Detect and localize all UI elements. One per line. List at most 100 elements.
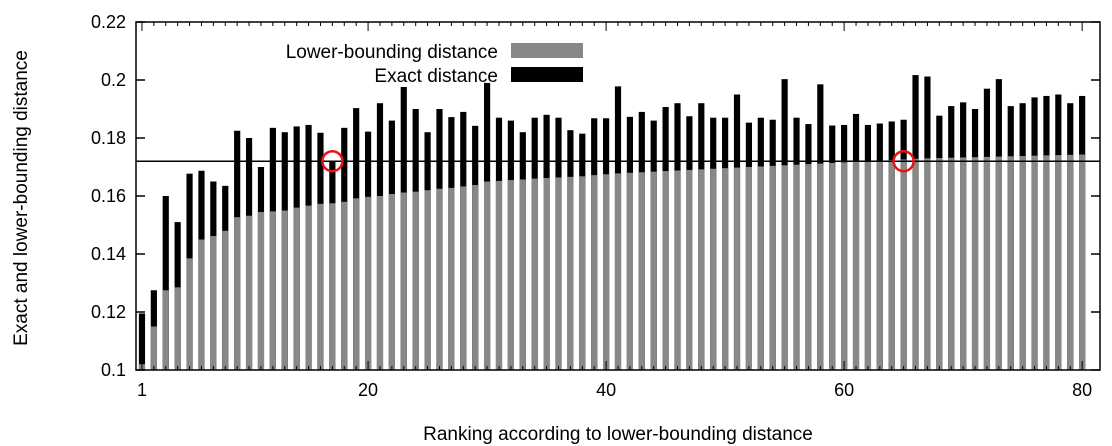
- bar-lower-bounding: [305, 205, 312, 370]
- bar-lower-bounding: [1007, 156, 1014, 370]
- bar-lower-bounding: [579, 176, 586, 370]
- bar-lower-bounding: [662, 171, 669, 370]
- bar-lower-bounding: [912, 158, 919, 370]
- bar-lower-bounding: [448, 187, 455, 370]
- bar-lower-bounding: [376, 196, 384, 370]
- bar-lower-bounding: [817, 163, 824, 370]
- bar-lower-bounding: [614, 173, 622, 370]
- bar-lower-bounding: [567, 176, 574, 370]
- bar-lower-bounding: [364, 196, 372, 370]
- bar-lower-bounding: [864, 161, 872, 370]
- bar-lower-bounding: [1067, 154, 1074, 370]
- bar-lower-bounding: [793, 164, 800, 370]
- bar-lower-bounding: [245, 215, 253, 370]
- bar-lower-bounding: [876, 160, 883, 370]
- bar-lower-bounding: [745, 167, 753, 370]
- x-tick-label: 80: [1072, 380, 1092, 400]
- bar-lower-bounding: [698, 169, 705, 370]
- marker-circle: [892, 149, 915, 173]
- y-tick-label: 0.22: [91, 12, 126, 32]
- bar-lower-bounding: [722, 168, 729, 370]
- bar-lower-bounding: [460, 186, 467, 370]
- bar-lower-bounding: [412, 191, 419, 370]
- bar-lower-bounding: [222, 230, 229, 370]
- legend: Lower-bounding distance Exact distance: [286, 42, 583, 87]
- bar-lower-bounding: [531, 178, 538, 370]
- bar-lower-bounding: [436, 188, 443, 370]
- bar-lower-bounding: [495, 180, 503, 370]
- marker-circle: [321, 149, 344, 173]
- bar-lower-bounding: [424, 190, 431, 370]
- bar-lower-bounding: [281, 210, 288, 370]
- bar-lower-bounding: [269, 211, 276, 370]
- bar-lower-bounding: [555, 177, 562, 370]
- bar-lower-bounding: [150, 326, 157, 370]
- bar-lower-bounding: [852, 161, 860, 370]
- bar-lower-bounding: [1079, 154, 1086, 370]
- bar-lower-bounding: [733, 167, 741, 370]
- bar-lower-bounding: [626, 172, 633, 370]
- ticks-layer: 0.1 0.12 0.14 0.16 0.18 0.2 0.22 1 20 40 60 80: [91, 12, 1100, 400]
- bar-lower-bounding: [710, 168, 717, 370]
- bars-layer: [138, 75, 1086, 371]
- y-tick-label: 0.12: [91, 302, 126, 322]
- bar-lower-bounding: [507, 180, 514, 370]
- bar-lower-bounding: [317, 203, 324, 370]
- bar-lower-bounding: [971, 157, 979, 370]
- bar-lower-bounding: [948, 157, 955, 370]
- x-tick-label: 40: [596, 380, 616, 400]
- y-tick-label: 0.16: [91, 186, 126, 206]
- x-axis-label: Ranking according to lower-bounding dist…: [423, 424, 813, 445]
- bar-lower-bounding: [186, 258, 193, 370]
- bar-lower-bounding: [400, 192, 407, 370]
- bar-lower-bounding: [924, 158, 931, 370]
- bar-lower-bounding: [162, 290, 169, 370]
- bar-lower-bounding: [805, 164, 812, 370]
- bar-lower-bounding: [472, 184, 479, 370]
- bar-lower-bounding: [829, 162, 836, 370]
- bar-lower-bounding: [353, 198, 360, 370]
- bar-lower-bounding: [650, 171, 657, 370]
- bar-lower-bounding: [1031, 155, 1038, 370]
- overlay-layer: [136, 149, 1100, 173]
- bar-exact: [138, 313, 146, 370]
- bar-lower-bounding: [483, 181, 491, 370]
- x-tick-label: 60: [834, 380, 854, 400]
- bar-lower-bounding: [257, 211, 265, 370]
- bar-lower-bounding: [293, 207, 300, 370]
- bar-lower-bounding: [210, 236, 217, 370]
- bar-lower-bounding: [888, 160, 895, 370]
- x-tick-label: 1: [137, 380, 147, 400]
- bar-lower-bounding: [1055, 155, 1062, 370]
- bar-lower-bounding: [960, 157, 967, 370]
- y-tick-label: 0.2: [101, 70, 126, 90]
- bar-lower-bounding: [198, 239, 205, 370]
- y-tick-label: 0.1: [101, 360, 126, 380]
- bar-lower-bounding: [174, 287, 181, 370]
- bar-lower-bounding: [983, 156, 991, 370]
- bar-lower-bounding: [1043, 155, 1050, 370]
- bar-lower-bounding: [674, 170, 681, 370]
- legend-label-exact: Exact distance: [374, 66, 498, 87]
- bar-lower-bounding: [234, 217, 241, 370]
- bar-lower-bounding: [341, 201, 348, 370]
- bar-lower-bounding: [769, 165, 776, 370]
- bar-lower-bounding: [936, 158, 943, 370]
- bar-lower-bounding: [841, 162, 848, 370]
- y-axis-label: Exact and lower-bounding distance: [11, 50, 32, 346]
- bar-lower-bounding: [900, 159, 907, 370]
- bar-lower-bounding: [757, 166, 764, 370]
- bar-lower-bounding: [519, 179, 526, 370]
- legend-swatch-exact: [511, 67, 583, 82]
- bar-lower-bounding: [388, 193, 395, 370]
- y-tick-label: 0.18: [91, 128, 126, 148]
- bar-lower-bounding: [995, 156, 1002, 370]
- y-tick-label: 0.14: [91, 244, 126, 264]
- bar-lower-bounding: [591, 175, 598, 370]
- legend-label-lower-bounding: Lower-bounding distance: [286, 42, 498, 63]
- bar-lower-bounding: [329, 203, 336, 370]
- bar-lower-bounding: [638, 172, 645, 370]
- bar-lower-bounding: [1019, 155, 1026, 370]
- bar-exact: [162, 196, 169, 370]
